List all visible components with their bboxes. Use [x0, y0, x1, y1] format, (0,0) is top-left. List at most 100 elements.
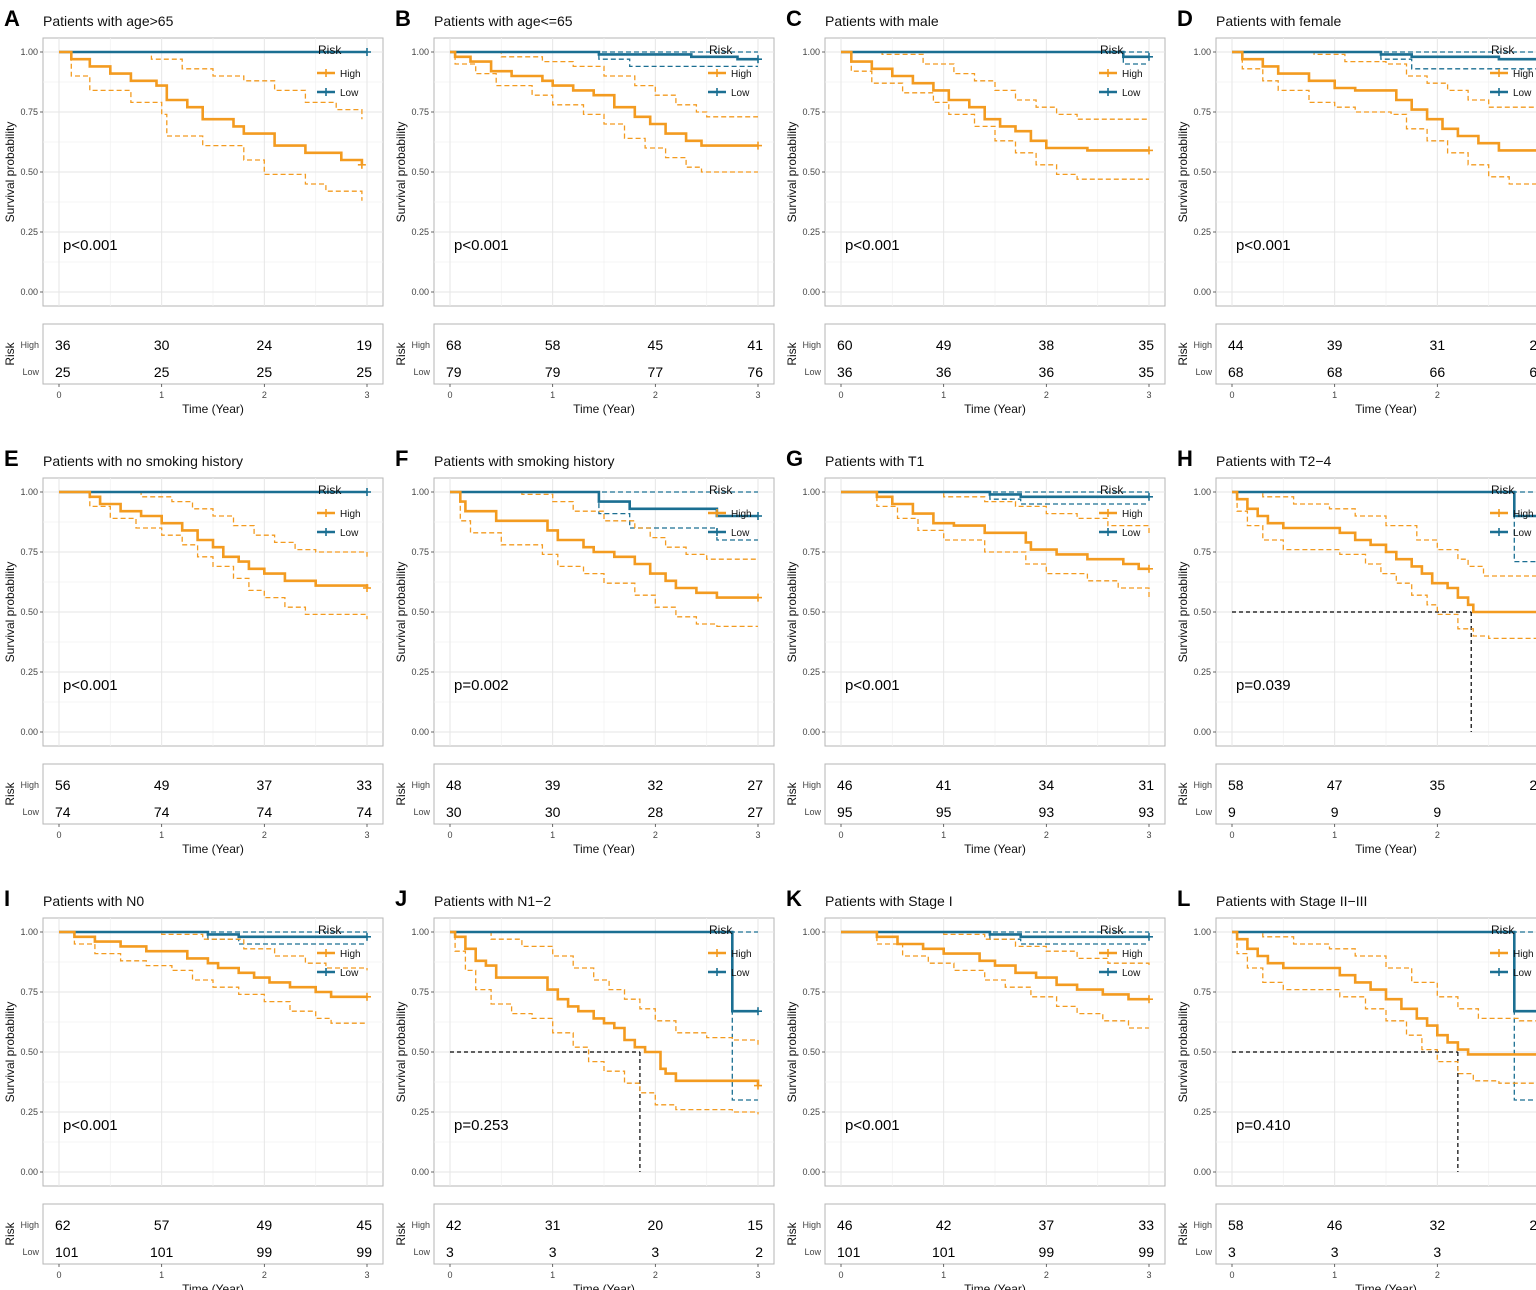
y-tick-label: 0.75	[1193, 987, 1211, 997]
legend-label-high: High	[731, 509, 752, 520]
y-tick-label: 1.00	[1193, 47, 1211, 57]
risk-count: 36	[1039, 364, 1055, 380]
legend-title: Risk	[318, 483, 342, 497]
risk-count: 15	[747, 1217, 763, 1233]
risk-count: 37	[257, 777, 273, 793]
y-tick-label: 0.25	[20, 1107, 38, 1117]
legend-label-low: Low	[1122, 88, 1141, 99]
risk-count: 27	[747, 777, 763, 793]
risk-count: 28	[648, 804, 664, 820]
y-tick-label: 0.00	[1193, 1167, 1211, 1177]
panel-title: Patients with age>65	[43, 13, 174, 29]
risk-count: 44	[1228, 337, 1244, 353]
y-tick-label: 0.25	[802, 1107, 820, 1117]
risk-count: 47	[1327, 777, 1343, 793]
x-tick-label: 2	[262, 830, 267, 840]
risk-count: 31	[1430, 337, 1446, 353]
y-tick-label: 0.50	[411, 1047, 429, 1057]
risk-axis-label: Risk	[1176, 341, 1190, 365]
survival-curve-high	[841, 50, 1149, 152]
panel-title: Patients with female	[1216, 13, 1341, 29]
panel-letter: D	[1177, 6, 1193, 31]
risk-count: 30	[545, 804, 561, 820]
y-tick-label: 0.00	[802, 727, 820, 737]
risk-count: 46	[837, 777, 853, 793]
survival-curve-low	[841, 50, 1149, 59]
risk-count: 34	[1039, 777, 1055, 793]
risk-axis-label: Risk	[394, 1221, 408, 1245]
legend-title: Risk	[1100, 43, 1124, 57]
y-tick-label: 0.75	[802, 107, 820, 117]
ci-lower-high	[841, 51, 1149, 180]
risk-count: 36	[837, 364, 853, 380]
survival-curve-high	[1232, 930, 1536, 1056]
legend-label-high: High	[1122, 509, 1143, 520]
x-axis-label: Time (Year)	[964, 1282, 1026, 1290]
risk-count: 49	[936, 337, 952, 353]
survival-curve-high	[1232, 50, 1536, 152]
panel-letter: C	[786, 6, 802, 31]
ci-lower-high	[450, 491, 758, 628]
risk-count: 24	[257, 337, 273, 353]
survival-curve-low	[1232, 50, 1536, 61]
risk-count: 32	[1430, 1217, 1446, 1233]
risk-count: 35	[1138, 364, 1154, 380]
x-axis-label: Time (Year)	[182, 842, 244, 856]
p-value: p<0.001	[845, 677, 900, 694]
risk-row-label-low: Low	[804, 1247, 821, 1257]
risk-count: 45	[648, 337, 664, 353]
x-tick-label: 1	[550, 830, 555, 840]
survival-curve-low	[450, 930, 758, 1013]
x-axis-label: Time (Year)	[1355, 402, 1417, 416]
risk-count: 93	[1138, 804, 1154, 820]
risk-count: 33	[1138, 1217, 1154, 1233]
y-axis-label: Survival probability	[785, 1002, 799, 1103]
risk-count: 20	[648, 1217, 664, 1233]
survival-curve-high	[59, 930, 367, 999]
y-tick-label: 1.00	[411, 927, 429, 937]
panel-letter: G	[786, 446, 803, 471]
y-tick-label: 1.00	[802, 927, 820, 937]
ci-upper-high	[841, 51, 1149, 120]
panel-title: Patients with Stage II−III	[1216, 893, 1367, 909]
x-axis-label: Time (Year)	[182, 402, 244, 416]
legend-label-high: High	[731, 69, 752, 80]
x-tick-label: 3	[755, 830, 760, 840]
survival-curve-high	[450, 490, 758, 599]
x-tick-label: 2	[653, 1270, 658, 1280]
survival-curve-high	[841, 490, 1149, 571]
y-tick-label: 1.00	[1193, 487, 1211, 497]
x-tick-label: 2	[1435, 1270, 1440, 1280]
risk-row-label-high: High	[1193, 1220, 1212, 1230]
risk-count: 46	[1327, 1217, 1343, 1233]
y-axis-label: Survival probability	[3, 122, 17, 223]
legend-label-low: Low	[731, 88, 750, 99]
y-tick-label: 0.25	[1193, 227, 1211, 237]
risk-table-frame	[1215, 323, 1536, 385]
risk-count: 36	[936, 364, 952, 380]
y-axis-label: Survival probability	[1176, 562, 1190, 663]
risk-row-label-high: High	[802, 340, 821, 350]
y-tick-label: 0.75	[802, 547, 820, 557]
x-axis-label: Time (Year)	[182, 1282, 244, 1290]
y-tick-label: 0.75	[20, 107, 38, 117]
x-tick-label: 2	[1435, 390, 1440, 400]
p-value: p=0.410	[1236, 1117, 1291, 1134]
ci-upper-high	[59, 931, 368, 971]
risk-row-label-low: Low	[1195, 367, 1212, 377]
y-tick-label: 0.75	[1193, 107, 1211, 117]
risk-count: 35	[1430, 777, 1446, 793]
risk-count: 79	[446, 364, 462, 380]
x-tick-label: 1	[550, 390, 555, 400]
legend-label-high: High	[1122, 949, 1143, 960]
risk-table-frame	[824, 1203, 1166, 1265]
x-tick-label: 0	[838, 1270, 843, 1280]
ci-upper-high	[450, 51, 758, 118]
ci-upper-high	[841, 931, 1150, 968]
panel-letter: I	[4, 886, 10, 911]
risk-count: 99	[257, 1244, 273, 1260]
survival-curve-high	[841, 930, 1149, 1001]
risk-count: 32	[648, 777, 664, 793]
y-tick-label: 0.00	[411, 727, 429, 737]
